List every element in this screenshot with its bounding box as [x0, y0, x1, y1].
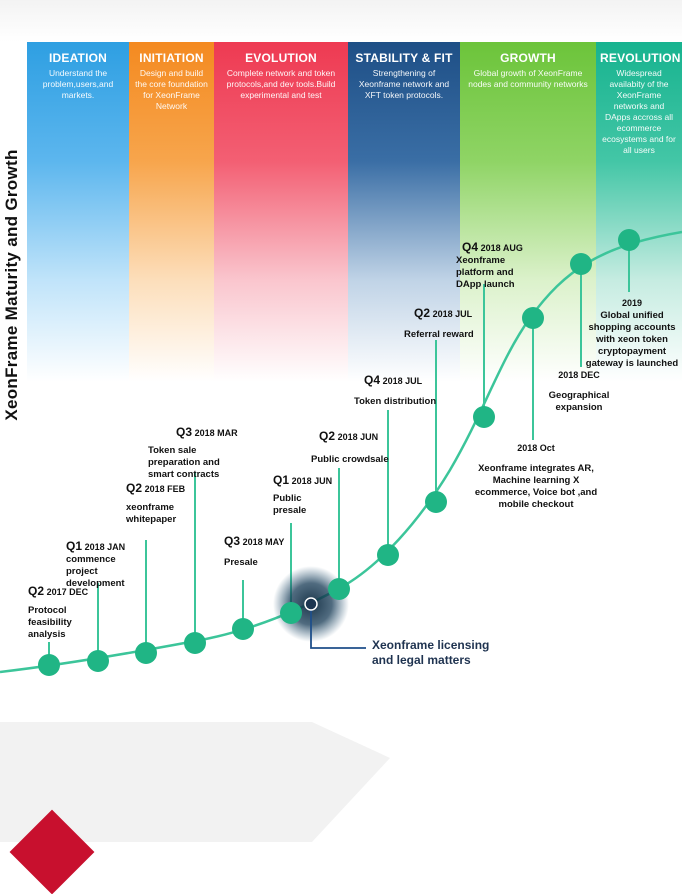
phase-ideation: IDEATION Understand the problem,users,an…	[27, 42, 129, 382]
phase-title: REVOLUTION	[600, 51, 681, 65]
phase-description: Design and build the core foundation for…	[135, 68, 208, 111]
milestone-label-10: Q4 2018 AUG Xeonframe platform and DApp …	[456, 240, 523, 290]
milestone-label-6: Q1 2018 JUN Public presale	[273, 473, 333, 516]
phase-title: INITIATION	[139, 51, 204, 65]
phase-description: Widespread availabity of the XeonFrame n…	[602, 68, 676, 155]
milestone-dot	[328, 578, 350, 600]
phase-stability-fit: STABILITY & FIT Strengthening of Xeonfra…	[348, 42, 460, 382]
phase-description: Strengthening of Xeonframe network and X…	[358, 68, 450, 100]
milestone-label-11: 2018 Oct Xeonframe integrates AR, Machin…	[474, 443, 598, 510]
milestone-dot	[38, 654, 60, 676]
milestone-dot	[473, 406, 495, 428]
phase-description: Global growth of XeonFrame nodes and com…	[468, 68, 588, 89]
milestone-label-1: Q2 2017 DEC Protocol feasibility analysi…	[28, 584, 89, 640]
growth-curve-diagram	[0, 229, 682, 676]
phase-initiation: INITIATION Design and build the core fou…	[129, 42, 214, 382]
phase-description: Complete network and token protocols,and…	[226, 68, 336, 100]
milestone-dot	[135, 642, 157, 664]
phase-title: IDEATION	[48, 51, 108, 65]
phase-title: GROWTH	[500, 51, 556, 65]
milestone-dot	[232, 618, 254, 640]
milestone-dot	[425, 491, 447, 513]
phase-title: EVOLUTION	[245, 51, 317, 65]
milestone-label-3: Q2 2018 FEB xeonframe whitepaper	[126, 481, 186, 525]
legal-dot	[304, 597, 318, 611]
phase-revolution: REVOLUTION Widespread availabity of the …	[596, 42, 682, 382]
legal-note: Xeonframe licensing and legal matters	[372, 638, 490, 667]
milestone-label-12: 2018 DEC Geographical expansion	[548, 370, 610, 413]
top-strip	[0, 0, 682, 42]
legal-connector	[310, 604, 366, 649]
milestone-dot	[280, 602, 302, 624]
milestone-dot	[618, 229, 640, 251]
growth-curve	[0, 230, 682, 674]
milestone-label-8: Q4 2018 JUL Token distribution	[354, 373, 437, 407]
milestone-dots	[38, 229, 640, 676]
milestone-label-9: Q2 2018 JUL Referral reward	[404, 306, 474, 340]
milestone-label-13: 2019 Global unified shopping accounts wi…	[585, 298, 679, 369]
phase-growth: GROWTH Global growth of XeonFrame nodes …	[460, 42, 596, 382]
bottom-band	[0, 722, 682, 894]
milestone-label-5: Q3 2018 MAY Presale	[224, 534, 285, 568]
milestone-label-7: Q2 2018 JUN Public crowdsale	[311, 429, 389, 465]
milestone-label-4: Q3 2018 MAR Token sale preparation and s…	[148, 425, 238, 480]
milestone-dot	[377, 544, 399, 566]
phase-title: STABILITY & FIT	[355, 51, 453, 65]
milestone-dot	[184, 632, 206, 654]
milestone-dot	[87, 650, 109, 672]
milestone-label-2: Q1 2018 JAN commence project development	[66, 539, 126, 589]
milestone-dot	[570, 253, 592, 275]
phase-evolution: EVOLUTION Complete network and token pro…	[214, 42, 348, 382]
milestone-dot	[522, 307, 544, 329]
phase-description: Understand the problem,users,and markets…	[42, 68, 114, 100]
